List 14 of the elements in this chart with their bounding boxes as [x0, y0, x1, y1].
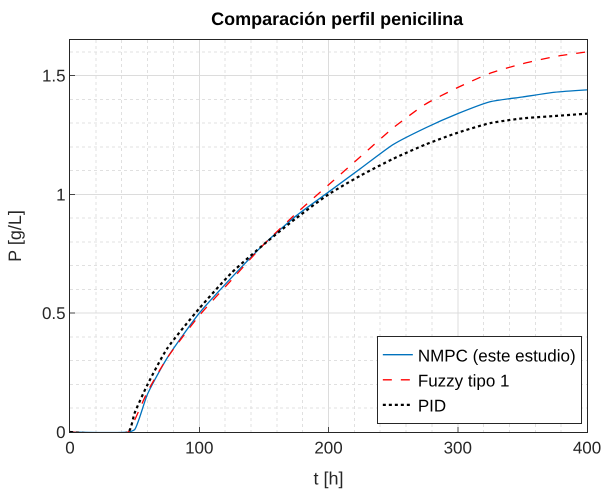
- y-axis-title: P [g/L]: [5, 210, 26, 262]
- x-tick-label: 300: [444, 438, 472, 458]
- y-tick-label: 1.5: [42, 66, 66, 86]
- y-tick-label: 0: [56, 422, 66, 442]
- chart-title: Comparación perfil penicilina: [211, 9, 464, 30]
- legend-label: Fuzzy tipo 1: [418, 371, 510, 390]
- x-tick-label: 200: [314, 438, 343, 458]
- legend-label: PID: [418, 396, 446, 416]
- y-tick-label: 0.5: [42, 304, 66, 324]
- legend-label: NMPC (este estudio): [418, 346, 576, 366]
- x-tick-label: 400: [572, 438, 602, 458]
- x-tick-label: 100: [185, 438, 214, 458]
- y-tick-label: 1: [56, 185, 66, 204]
- x-axis-title: t [h]: [313, 468, 344, 488]
